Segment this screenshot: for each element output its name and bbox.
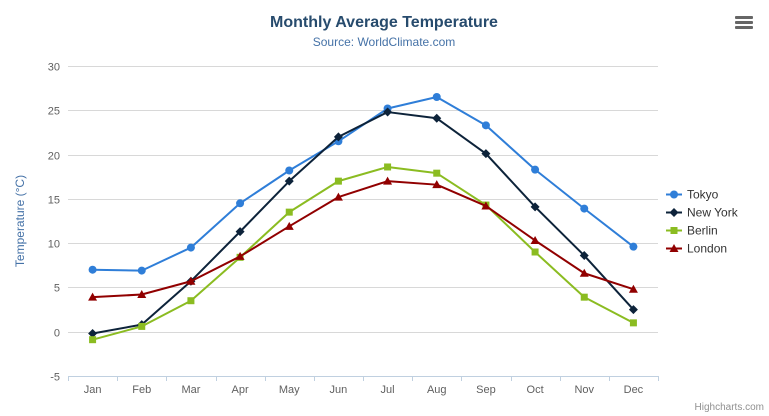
legend-label[interactable]: Tokyo [687, 188, 719, 202]
y-axis-tick-label: -5 [50, 372, 60, 384]
x-axis-tick-label: Dec [624, 384, 644, 396]
x-axis-tick-label: Mar [181, 384, 200, 396]
point-marker[interactable] [481, 149, 491, 159]
point-marker[interactable] [285, 208, 293, 216]
point-marker[interactable] [481, 201, 491, 210]
legend-label[interactable]: Berlin [687, 224, 718, 238]
point-marker[interactable] [285, 166, 294, 175]
point-marker[interactable] [88, 328, 98, 338]
point-marker[interactable] [383, 176, 393, 185]
hamburger-bar [735, 21, 753, 24]
x-axis-tick-label: Jan [84, 384, 102, 396]
point-marker[interactable] [481, 121, 490, 130]
y-axis-tick-label: 25 [48, 106, 60, 118]
chart-subtitle: Source: WorldClimate.com [313, 35, 456, 49]
point-marker[interactable] [669, 208, 679, 217]
point-marker[interactable] [186, 276, 196, 285]
legend-label[interactable]: New York [687, 206, 739, 220]
y-axis-tick-label: 10 [48, 239, 60, 251]
point-marker[interactable] [138, 322, 146, 330]
series-line[interactable] [91, 96, 635, 272]
x-axis-tick-label: Apr [232, 384, 249, 396]
y-axis-title: Temperature (°C) [13, 175, 27, 267]
series-new-york[interactable] [88, 107, 638, 338]
point-marker[interactable] [579, 268, 589, 277]
point-marker[interactable] [629, 319, 637, 327]
point-marker[interactable] [432, 113, 442, 123]
series-line[interactable] [91, 180, 635, 299]
point-marker[interactable] [137, 290, 147, 299]
x-axis-tick-label: Oct [527, 384, 544, 396]
plot-area: -5 0 5 10 15 20 25 30 Jan Feb Mar Apr May Jun Jul Aug Se… [48, 62, 659, 396]
point-marker[interactable] [531, 165, 540, 174]
series-tokyo[interactable] [88, 93, 638, 275]
point-marker[interactable] [433, 169, 441, 177]
point-marker[interactable] [384, 163, 392, 171]
point-marker[interactable] [432, 180, 442, 189]
point-marker[interactable] [333, 132, 343, 142]
point-marker[interactable] [629, 242, 638, 251]
point-marker[interactable] [334, 177, 342, 185]
legend: Tokyo New York Berlin London [666, 188, 739, 256]
point-marker[interactable] [531, 248, 539, 256]
point-marker[interactable] [284, 221, 294, 230]
point-marker[interactable] [670, 227, 678, 234]
series-line[interactable] [91, 111, 635, 335]
y-axis-tick-label: 20 [48, 151, 60, 163]
legend-item-berlin[interactable]: Berlin [666, 224, 718, 238]
point-marker[interactable] [383, 107, 393, 117]
point-marker[interactable] [530, 202, 540, 212]
point-marker[interactable] [530, 235, 540, 244]
x-axis-tick-label: May [279, 384, 300, 396]
point-marker[interactable] [137, 266, 146, 275]
point-marker[interactable] [186, 243, 195, 252]
hamburger-bar [735, 16, 753, 19]
x-axis-tick-label: Jul [381, 384, 395, 396]
credits-link[interactable]: Highcharts.com [695, 402, 764, 413]
chart-title: Monthly Average Temperature [270, 14, 498, 31]
series-line[interactable] [91, 165, 635, 341]
point-marker[interactable] [235, 251, 245, 260]
point-marker[interactable] [88, 265, 97, 274]
point-marker[interactable] [284, 176, 294, 186]
x-axis-tick-label: Jun [330, 384, 348, 396]
point-marker[interactable] [89, 336, 97, 344]
point-marker[interactable] [187, 297, 195, 305]
legend-item-tokyo[interactable]: Tokyo [666, 188, 719, 202]
point-marker[interactable] [235, 227, 245, 237]
x-axis-tick-label: Feb [132, 384, 151, 396]
y-axis-tick-label: 5 [54, 283, 60, 295]
point-marker[interactable] [88, 292, 98, 301]
series-london[interactable] [88, 176, 638, 301]
point-marker[interactable] [579, 251, 589, 261]
point-marker[interactable] [669, 244, 679, 252]
point-marker[interactable] [670, 190, 678, 199]
point-marker[interactable] [432, 93, 441, 101]
hamburger-menu-icon[interactable] [735, 16, 753, 29]
point-marker[interactable] [333, 192, 343, 201]
y-axis-tick-label: 0 [54, 328, 60, 340]
point-marker[interactable] [236, 199, 245, 208]
point-marker[interactable] [580, 293, 588, 301]
point-marker[interactable] [580, 204, 589, 213]
y-axis-tick-label: 30 [48, 62, 60, 74]
y-axis-tick-label: 15 [48, 195, 60, 207]
x-axis-tick-label: Nov [574, 384, 594, 396]
legend-item-new-york[interactable]: New York [666, 206, 739, 220]
point-marker[interactable] [628, 284, 638, 293]
hamburger-bar [735, 26, 753, 29]
x-axis-tick-label: Aug [427, 384, 447, 396]
point-marker[interactable] [628, 305, 638, 315]
x-axis-tick-label: Sep [476, 384, 496, 396]
legend-label[interactable]: London [687, 242, 727, 256]
legend-item-london[interactable]: London [666, 242, 727, 256]
